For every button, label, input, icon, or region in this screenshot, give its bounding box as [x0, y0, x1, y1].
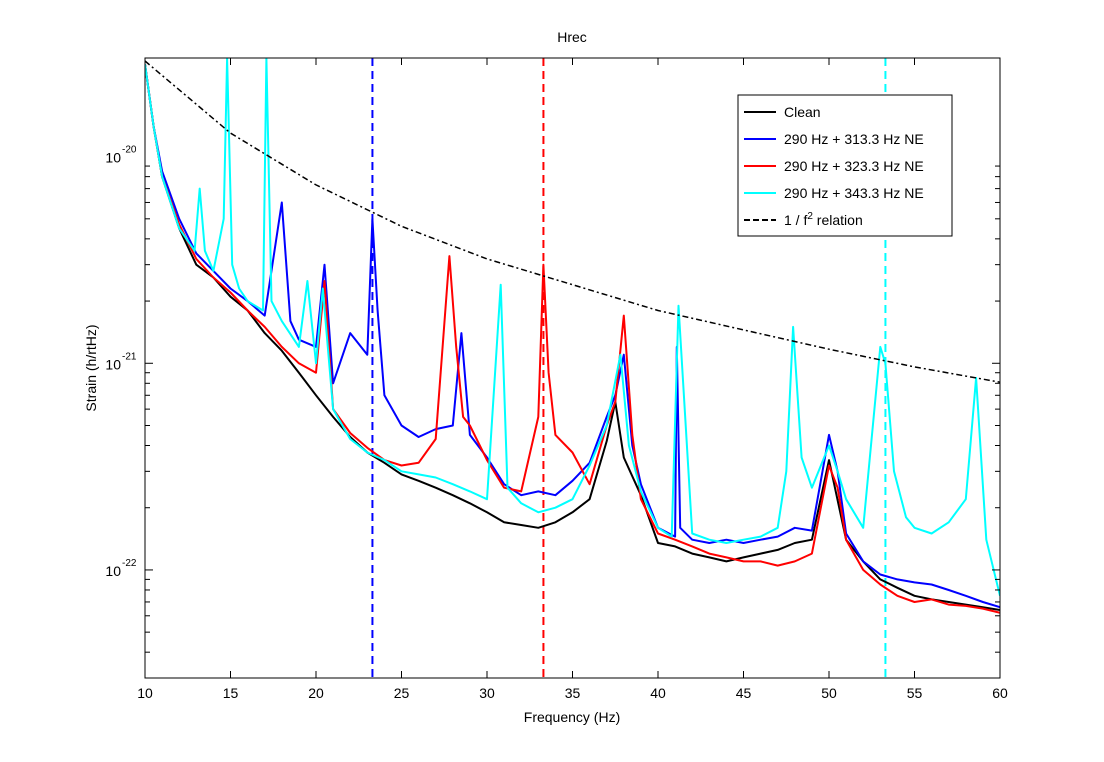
legend-label: Clean — [784, 104, 821, 120]
series-line-2 — [145, 64, 1000, 614]
y-tick-exponent: -21 — [122, 351, 137, 362]
legend-label: 290 Hz + 343.3 Hz NE — [784, 185, 924, 201]
legend-label: 1 / f2 relation — [784, 211, 863, 228]
x-tick-label: 45 — [736, 685, 752, 701]
y-tick-label: 10 — [105, 356, 121, 372]
legend: Clean 290 Hz + 313.3 Hz NE 290 Hz + 323.3 … — [737, 94, 953, 237]
series-layer — [145, 58, 1000, 614]
y-tick-exponent: -20 — [122, 145, 137, 156]
y-tick-label: 10 — [105, 563, 121, 579]
y-axis-label: Strain (h/rtHz) — [83, 324, 99, 411]
legend-label: 290 Hz + 323.3 Hz NE — [784, 158, 924, 174]
x-tick-label: 40 — [650, 685, 666, 701]
x-tick-label: 50 — [821, 685, 837, 701]
x-tick-label: 25 — [394, 685, 410, 701]
y-tick-exponent: -22 — [122, 558, 137, 569]
x-tick-label: 55 — [907, 685, 923, 701]
x-tick-label: 15 — [223, 685, 239, 701]
x-axis: 10 15 20 25 30 35 40 45 50 55 60 — [137, 58, 1008, 701]
x-tick-label: 35 — [565, 685, 581, 701]
series-line-3 — [145, 58, 1000, 597]
y-tick-label: 10 — [105, 150, 121, 166]
x-axis-label: Frequency (Hz) — [524, 709, 620, 725]
x-tick-label: 10 — [137, 685, 153, 701]
reference-curve-layer — [145, 60, 1000, 383]
x-tick-label: 30 — [479, 685, 495, 701]
series-line-0 — [145, 64, 1000, 611]
x-tick-label: 60 — [992, 685, 1008, 701]
chart-title: Hrec — [557, 29, 587, 45]
x-tick-label: 20 — [308, 685, 324, 701]
reference-curve — [145, 60, 1000, 383]
legend-label: 290 Hz + 313.3 Hz NE — [784, 131, 924, 147]
